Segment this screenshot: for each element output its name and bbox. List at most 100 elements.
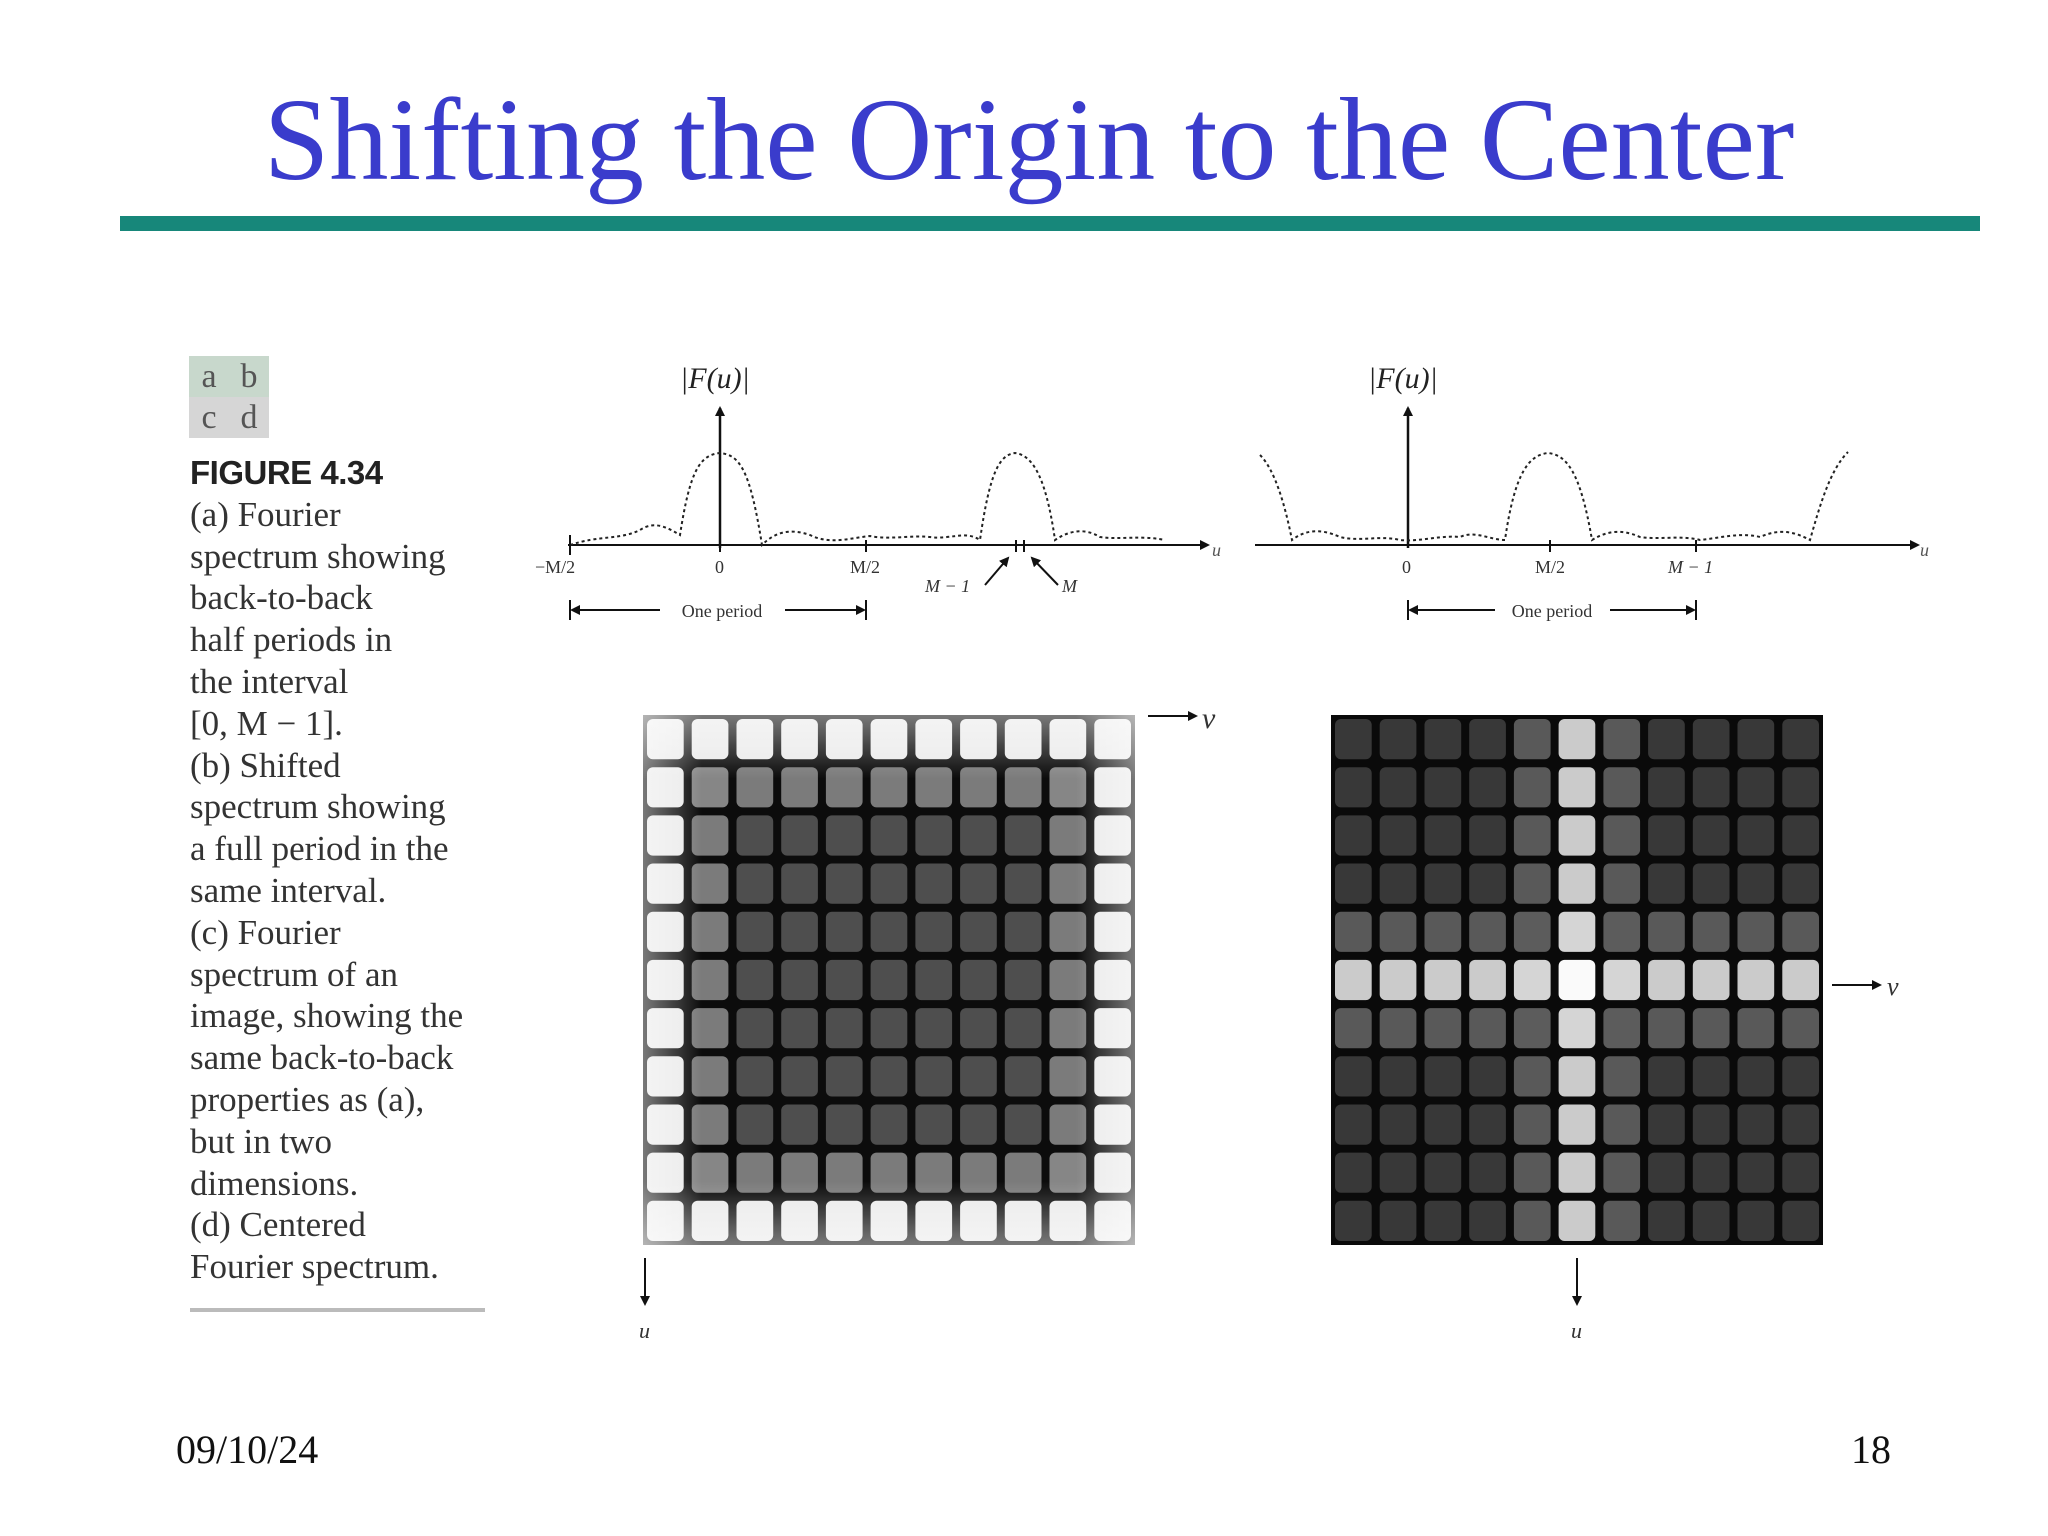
spectrum-cell — [1513, 767, 1551, 808]
spectrum-cell — [1335, 863, 1372, 904]
caption-line: same back-to-back — [190, 1038, 454, 1078]
spectrum-cell — [1603, 767, 1641, 808]
panel-label-grid: a b c d — [189, 356, 269, 438]
spectrum-cell — [1692, 719, 1730, 760]
spectrum-cell — [1424, 1152, 1462, 1193]
plot-a-marker-label: M — [1061, 576, 1078, 596]
spectrum-cell — [1782, 815, 1819, 856]
spectrum-cell — [1469, 959, 1506, 1001]
spectrum-cell — [1379, 815, 1417, 856]
spectrum-cell — [1782, 1200, 1819, 1241]
spectrum-cell — [1424, 863, 1462, 904]
caption-line: Fourier spectrum. — [190, 1247, 439, 1287]
spectrum-cell — [1648, 719, 1685, 760]
spectrum-cell — [1692, 1152, 1730, 1193]
spectrum-cell — [1737, 1104, 1775, 1145]
spectrum-cell — [1782, 767, 1819, 808]
spectrum-cell — [1603, 719, 1641, 760]
spectrum-cell — [1603, 815, 1641, 856]
spectrum-cell — [1648, 1008, 1685, 1049]
spectrum-cell — [1469, 719, 1506, 760]
plot-b-period-label: One period — [1512, 601, 1592, 621]
spectrum-cell — [1692, 1200, 1730, 1241]
spectrum-cell — [1469, 1152, 1506, 1193]
plot-b-tick-label: 0 — [1402, 557, 1411, 577]
spectrum-cell — [1513, 1200, 1551, 1241]
caption-line: properties as (a), — [190, 1079, 425, 1119]
spectrum-cell — [1379, 767, 1417, 808]
caption-line: a full period in the — [190, 829, 449, 869]
spectrum-cell — [1469, 1200, 1506, 1241]
panel-label-b: b — [229, 356, 269, 397]
spectrum-cell — [1558, 1008, 1596, 1049]
caption-line: spectrum showing — [190, 787, 446, 827]
spectrum-cell — [1469, 1008, 1506, 1049]
plot-a: |F(u)| u −M/2 0 M/2 M − 1 M One period — [535, 362, 1221, 621]
spectrum-cell — [1424, 959, 1462, 1001]
spectrum-cell — [1648, 1200, 1685, 1241]
spectrum-cell — [1379, 1056, 1417, 1097]
plot-a-y-label: |F(u)| — [680, 362, 750, 395]
spectrum-cell — [1782, 911, 1819, 952]
panel-label-a: a — [189, 356, 229, 397]
spectrum-cell — [1648, 959, 1685, 1001]
plot-b-y-label: |F(u)| — [1368, 362, 1438, 395]
figure-caption: FIGURE 4.34 (a) Fourier spectrum showing b… — [190, 452, 490, 1288]
spectrum-cell — [1692, 1104, 1730, 1145]
spectrum-cell — [1558, 719, 1596, 760]
spectrum-cell — [1692, 1056, 1730, 1097]
spectrum-cell — [1335, 911, 1372, 952]
spectrum-cell — [1335, 1200, 1372, 1241]
plot-b-tick-label: M/2 — [1535, 557, 1565, 577]
spectrum-cell — [1603, 1104, 1641, 1145]
spectrum-cell — [1737, 1200, 1775, 1241]
spectrum-cell — [1424, 767, 1462, 808]
plot-b-tick-label: M − 1 — [1667, 557, 1713, 577]
spectrum-cell — [1335, 1008, 1372, 1049]
spectrum-cell — [1737, 719, 1775, 760]
spectrum-cell — [1782, 863, 1819, 904]
spectrum-cell — [1513, 815, 1551, 856]
spectrum-cell — [1692, 815, 1730, 856]
spectrum-cell — [1469, 767, 1506, 808]
spectrum-cell — [1558, 1104, 1596, 1145]
caption-line: (c) Fourier — [190, 912, 341, 952]
image-d-v-label: v — [1887, 972, 1899, 1001]
spectrum-cell — [1513, 911, 1551, 952]
spectrum-cell — [1513, 719, 1551, 760]
spectrum-cell — [1648, 863, 1685, 904]
spectrum-cell — [1648, 911, 1685, 952]
spectrum-cell — [1469, 815, 1506, 856]
spectrum-cell — [1513, 959, 1551, 1001]
image-d-spectrum-cells — [1335, 719, 1819, 1241]
spectrum-cell — [1782, 1104, 1819, 1145]
panel-label-d: d — [229, 397, 269, 438]
spectrum-cell — [1335, 959, 1372, 1001]
spectrum-cell — [1424, 1104, 1462, 1145]
spectrum-cell — [1558, 1200, 1596, 1241]
title-divider — [120, 216, 1980, 231]
plot-b-curve — [1259, 451, 1849, 542]
caption-line: (d) Centered — [190, 1205, 366, 1245]
spectrum-cell — [1648, 1104, 1685, 1145]
plot-a-curve — [569, 451, 1166, 548]
spectrum-cell — [1469, 1056, 1506, 1097]
caption-line: half periods in — [190, 620, 393, 660]
plot-a-marker-arrow — [1030, 556, 1059, 586]
caption-line: the interval — [190, 661, 349, 701]
plot-a-marker-arrow — [984, 556, 1010, 586]
plot-a-period-label: One period — [682, 601, 762, 621]
spectrum-cell — [1335, 1056, 1372, 1097]
image-c-u-label: u — [639, 1318, 650, 1343]
caption-line: image, showing the — [190, 996, 464, 1036]
spectrum-cell — [1513, 1152, 1551, 1193]
spectrum-cell — [1737, 911, 1775, 952]
spectrum-cell — [1692, 959, 1730, 1001]
spectrum-cell — [1782, 1152, 1819, 1193]
spectrum-cell — [1692, 1008, 1730, 1049]
spectrum-cell — [1648, 1056, 1685, 1097]
spectrum-cell — [1782, 719, 1819, 760]
plot-a-tick-label: −M/2 — [535, 557, 575, 577]
spectrum-cell — [1558, 959, 1596, 1001]
caption-line: spectrum showing — [190, 536, 446, 576]
